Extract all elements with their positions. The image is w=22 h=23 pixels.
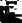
Bar [9,20,10,23]
Title: STE: STE [0,0,22,5]
Title: STE: STE [0,0,22,5]
Text: FIG. 2B: FIG. 2B [0,5,22,23]
Text: Positive: FB>FF
Negative: FB<FF: Positive: FB>FF Negative: FB<FF [0,0,15,23]
Text: *: * [0,0,11,15]
Text: *: * [10,0,22,15]
Bar [12,18,14,23]
Bar [19,20,21,23]
Bar [5,18,7,23]
Bar [6,4,8,9]
Bar [10,7,12,9]
Bar [16,19,17,23]
Text: FIG. 2C: FIG. 2C [0,5,22,23]
Bar [2,16,4,23]
Text: ***: *** [0,0,22,14]
Text: *: * [4,0,18,3]
